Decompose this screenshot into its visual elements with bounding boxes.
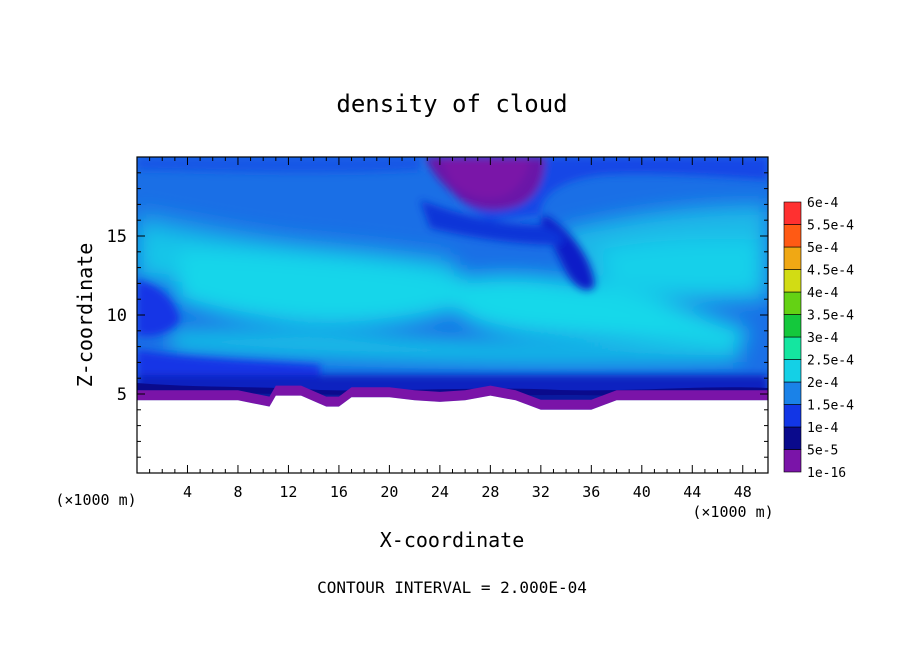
colorbar-swatch: [783, 314, 802, 338]
colorbar-swatch: [783, 224, 802, 248]
colorbar-swatch: [783, 426, 802, 450]
colorbar-label: 5e-4: [807, 241, 838, 256]
y-tick-label: 5: [117, 385, 127, 405]
x-axis-ticks: 4 8 12 16 20 24 28 32 36 40 44 48: [149, 157, 756, 501]
colorbar-label: 5.5e-4: [807, 219, 854, 234]
colorbar-swatch: [783, 201, 802, 225]
colorbar-swatch: [783, 269, 802, 293]
colorbar-label: 3e-4: [807, 331, 838, 346]
x-tick-label: 12: [279, 483, 297, 501]
colorbar-label: 1.5e-4: [807, 399, 854, 414]
colorbar-label: 1e-4: [807, 421, 838, 436]
x-tick-label: 48: [734, 483, 752, 501]
colorbar-swatch: [783, 336, 802, 360]
colorbar-swatch: [783, 381, 802, 405]
heatmap-field: [137, 157, 768, 473]
colorbar-swatch: [783, 291, 802, 315]
colorbar-swatch: [783, 449, 802, 473]
x-unit-label: (×1000 m): [692, 503, 773, 521]
x-tick-label: 36: [582, 483, 600, 501]
y-unit-label: (×1000 m): [55, 491, 136, 509]
colorbar-label: 2.5e-4: [807, 354, 854, 369]
colorbar-label: 4.5e-4: [807, 264, 854, 279]
colorbar-label: 5e-5: [807, 444, 838, 459]
x-tick-label: 40: [633, 483, 651, 501]
colorbar-swatch: [783, 246, 802, 270]
x-tick-label: 24: [431, 483, 449, 501]
x-tick-label: 32: [532, 483, 550, 501]
contour-interval-label: CONTOUR INTERVAL = 2.000E-04: [317, 578, 587, 597]
x-tick-label: 16: [330, 483, 348, 501]
y-tick-label: 15: [107, 227, 127, 247]
y-axis-ticks: 5 10 15: [107, 172, 768, 458]
colorbar-label: 1e-16: [807, 466, 846, 481]
colorbar-label: 2e-4: [807, 376, 838, 391]
x-tick-label: 8: [233, 483, 242, 501]
x-tick-label: 44: [683, 483, 701, 501]
colorbar-label: 6e-4: [807, 196, 838, 211]
chart-title: density of cloud: [336, 90, 567, 118]
y-axis-title: Z-coordinate: [73, 243, 97, 388]
colorbar-label: 3.5e-4: [807, 309, 854, 324]
y-tick-label: 10: [107, 306, 127, 326]
colorbar-swatch: [783, 359, 802, 383]
x-axis-title: X-coordinate: [380, 528, 525, 552]
x-tick-label: 28: [481, 483, 499, 501]
colorbar: 1e-16 5e-5 1e-4 1.5e-4 2e-4 2.5e-4 3e-4 3.5e-4 4…: [783, 196, 854, 481]
colorbar-label: 4e-4: [807, 286, 838, 301]
colorbar-swatch: [783, 404, 802, 428]
x-tick-label: 4: [183, 483, 192, 501]
x-tick-label: 20: [380, 483, 398, 501]
